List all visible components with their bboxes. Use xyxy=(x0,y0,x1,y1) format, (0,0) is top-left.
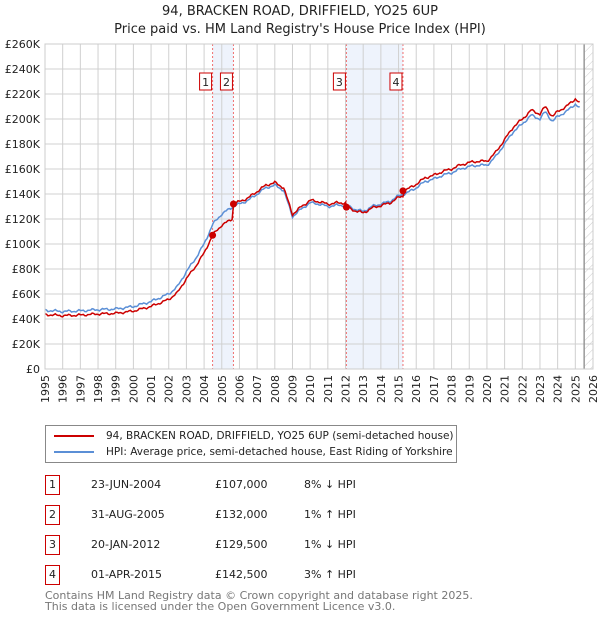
y-tick-label: £100K xyxy=(5,238,41,251)
sale-marker-number: 4 xyxy=(45,565,60,585)
x-tick-label: 2017 xyxy=(428,375,441,403)
x-tick-label: 2010 xyxy=(304,375,317,403)
x-tick-label: 1996 xyxy=(57,375,70,403)
x-tick-label: 2011 xyxy=(322,375,335,403)
sale-row: 2 31-AUG-2005 £132,000 1% ↑ HPI xyxy=(45,505,465,525)
x-tick-label: 2016 xyxy=(410,375,423,403)
sale-point xyxy=(399,187,407,195)
sale-point xyxy=(209,231,217,239)
sale-date: 20-JAN-2012 xyxy=(91,538,161,551)
sale-number-label: 4 xyxy=(392,76,399,89)
sale-number-label: 1 xyxy=(202,76,209,89)
sale-hpi-diff: 3% ↑ HPI xyxy=(304,568,356,581)
sale-row: 4 01-APR-2015 £142,500 3% ↑ HPI xyxy=(45,565,465,585)
sale-price: £129,500 xyxy=(215,538,268,551)
sale-row: 1 23-JUN-2004 £107,000 8% ↓ HPI xyxy=(45,475,465,495)
y-tick-label: £200K xyxy=(5,113,41,126)
sale-number-box xyxy=(199,72,213,91)
x-tick-label: 2025 xyxy=(569,375,582,403)
x-tick-label: 2020 xyxy=(481,375,494,403)
sale-hpi-diff: 1% ↑ HPI xyxy=(304,508,356,521)
property-price-line xyxy=(44,97,580,318)
sale-date: 31-AUG-2005 xyxy=(91,508,165,521)
x-tick-label: 2004 xyxy=(198,375,211,403)
x-tick-label: 2026 xyxy=(587,375,600,403)
sale-number-box xyxy=(389,72,403,91)
y-tick-label: £240K xyxy=(5,63,41,76)
sale-date: 01-APR-2015 xyxy=(91,568,163,581)
forecast-hatch xyxy=(584,44,593,369)
x-tick-label: 2006 xyxy=(233,375,246,403)
footer: Contains HM Land Registry data © Crown c… xyxy=(45,590,473,612)
legend-swatch-blue xyxy=(54,451,94,453)
y-tick-label: £220K xyxy=(5,88,41,101)
legend-item-property: 94, BRACKEN ROAD, DRIFFIELD, YO25 6UP (s… xyxy=(54,430,454,442)
sale-marker-number: 2 xyxy=(45,505,60,525)
y-tick-label: £20K xyxy=(12,338,41,351)
x-tick-label: 2005 xyxy=(216,375,229,403)
sale-hpi-diff: 8% ↓ HPI xyxy=(304,478,356,491)
sale-price: £132,000 xyxy=(215,508,268,521)
x-tick-label: 2013 xyxy=(357,375,370,403)
y-tick-label: £140K xyxy=(5,188,41,201)
x-tick-label: 2008 xyxy=(269,375,282,403)
x-tick-label: 2023 xyxy=(534,375,547,403)
y-tick-label: £180K xyxy=(5,138,41,151)
y-tick-label: £260K xyxy=(5,38,41,51)
price-chart: 1995 1996 1997 1998 1999 2000 2001 2002 2003 2004… xyxy=(5,38,600,403)
x-tick-label: 2003 xyxy=(180,375,193,403)
legend-label-property: 94, BRACKEN ROAD, DRIFFIELD, YO25 6UP (s… xyxy=(106,430,454,442)
x-tick-label: 1998 xyxy=(92,375,105,403)
sale-price: £107,000 xyxy=(215,478,268,491)
x-tick-label: 2001 xyxy=(145,375,158,403)
x-tick-label: 2024 xyxy=(552,375,565,403)
sale-hpi-diff: 1% ↓ HPI xyxy=(304,538,356,551)
x-tick-label: 2022 xyxy=(516,375,529,403)
x-tick-label: 2002 xyxy=(163,375,176,403)
shaded-period xyxy=(212,44,234,369)
x-tick-label: 2014 xyxy=(375,375,388,403)
x-tick-label: 2009 xyxy=(286,375,299,403)
legend-label-hpi: HPI: Average price, semi-detached house,… xyxy=(106,446,453,458)
x-tick-label: 1995 xyxy=(39,375,52,403)
sale-date: 23-JUN-2004 xyxy=(91,478,162,491)
y-tick-label: £0 xyxy=(26,363,40,376)
sale-point xyxy=(342,203,350,211)
y-tick-label: £40K xyxy=(12,313,41,326)
footer-line-2: This data is licensed under the Open Gov… xyxy=(45,600,396,613)
sale-price: £142,500 xyxy=(215,568,268,581)
legend: 94, BRACKEN ROAD, DRIFFIELD, YO25 6UP (s… xyxy=(45,425,457,463)
sale-row: 3 20-JAN-2012 £129,500 1% ↓ HPI xyxy=(45,535,465,555)
footer-line-1: Contains HM Land Registry data © Crown c… xyxy=(45,589,473,602)
sale-marker-number: 3 xyxy=(45,535,60,555)
x-tick-label: 1997 xyxy=(74,375,87,403)
sale-number-label: 2 xyxy=(223,76,230,89)
y-tick-label: £120K xyxy=(5,213,41,226)
legend-item-hpi: HPI: Average price, semi-detached house,… xyxy=(54,446,453,458)
x-tick-label: 2021 xyxy=(499,375,512,403)
sale-number-label: 3 xyxy=(336,76,343,89)
y-tick-label: £60K xyxy=(12,288,41,301)
x-tick-label: 2007 xyxy=(251,375,264,403)
x-tick-label: 1999 xyxy=(110,375,123,403)
plot-border xyxy=(44,43,594,370)
x-tick-label: 2015 xyxy=(393,375,406,403)
x-tick-label: 2000 xyxy=(127,375,140,403)
sale-marker-number: 1 xyxy=(45,475,60,495)
x-tick-label: 2019 xyxy=(463,375,476,403)
legend-swatch-red xyxy=(54,435,94,437)
x-tick-label: 2018 xyxy=(446,375,459,403)
sale-number-box xyxy=(219,72,233,91)
chart-subtitle: Price paid vs. HM Land Registry's House … xyxy=(114,22,486,37)
y-tick-label: £80K xyxy=(12,263,41,276)
x-tick-label: 2012 xyxy=(340,375,353,403)
y-tick-label: £160K xyxy=(5,163,41,176)
sale-number-box xyxy=(332,72,346,91)
chart-title: 94, BRACKEN ROAD, DRIFFIELD, YO25 6UP xyxy=(162,4,438,19)
sale-point xyxy=(229,200,237,208)
hpi-line xyxy=(44,102,580,314)
